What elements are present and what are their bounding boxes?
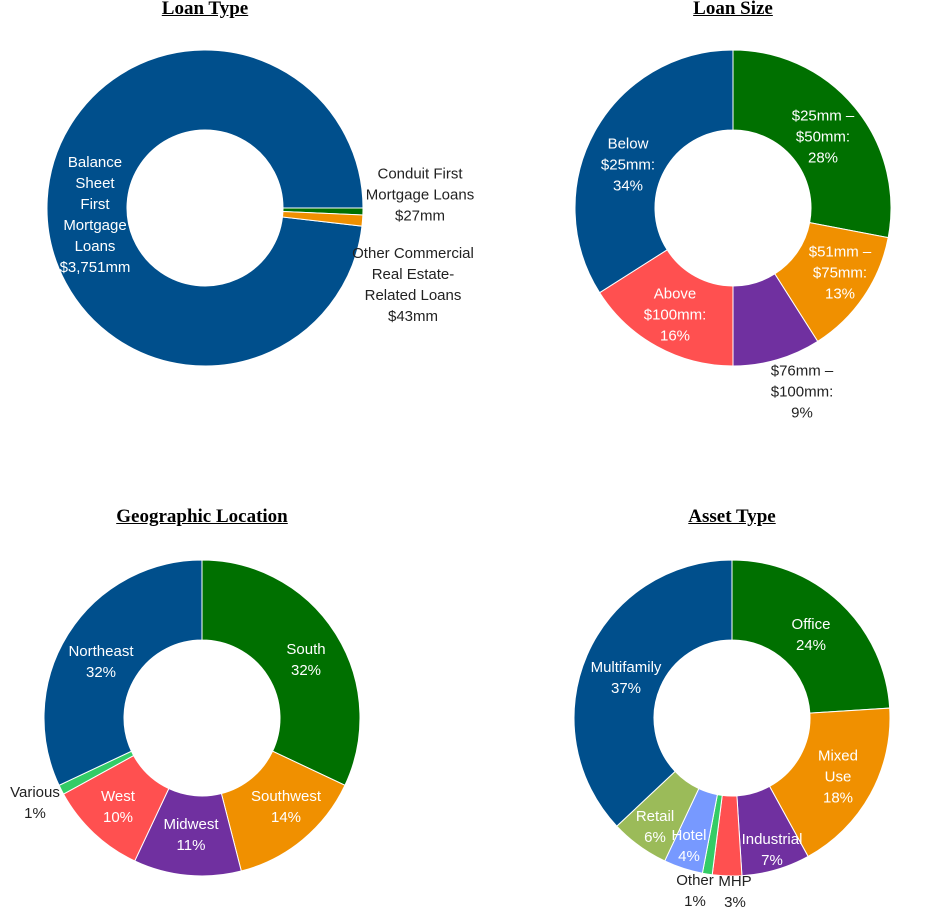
value-label: 16%	[659, 327, 691, 345]
slice-label: $25mm – $50mm: 28%	[783, 106, 863, 169]
slice-label: Midwest 11%	[156, 814, 226, 856]
value-label: 34%	[612, 177, 644, 195]
category-label: Southwest	[250, 788, 322, 805]
slice-label: Balance Sheet First Mortgage Loans $3,751…	[59, 152, 131, 278]
slice-label: Northeast 32%	[61, 641, 141, 683]
category-label: South	[286, 641, 326, 658]
slice-label: Mixed Use 18%	[816, 746, 861, 809]
category-label: Other Commercial Real Estate-Related Loa…	[352, 245, 474, 304]
chart-title: Geographic Location	[116, 506, 288, 527]
category-label: $25mm – $50mm:	[791, 107, 855, 146]
slice-label: Retail 6%	[635, 806, 675, 848]
value-label: 13%	[824, 285, 856, 303]
value-label: 32%	[85, 664, 117, 681]
slice-label: Various 1%	[5, 782, 65, 824]
value-label: 32%	[290, 662, 322, 679]
value-label: 3%	[724, 894, 746, 911]
category-label: Midwest	[163, 816, 219, 833]
slice-label: West 10%	[93, 786, 143, 828]
category-label: Northeast	[68, 643, 134, 660]
slice-label: Multifamily 37%	[584, 657, 669, 699]
value-label: $27mm	[394, 207, 446, 225]
value-label: 11%	[176, 837, 206, 854]
slice-label: Industrial 7%	[737, 829, 807, 871]
slice-label: Below $25mm: 34%	[593, 134, 663, 197]
value-label: 10%	[102, 809, 134, 826]
donut-slice	[201, 559, 361, 786]
slice-label: MHP 3%	[715, 871, 755, 913]
category-label: $51mm – $75mm:	[808, 243, 872, 282]
slice-label: Other 1%	[675, 870, 715, 912]
value-label: $43mm	[387, 308, 439, 325]
donut-slice	[598, 249, 734, 367]
donut-slice	[731, 559, 891, 714]
chart-title: Asset Type	[688, 506, 776, 527]
category-label: Hotel	[671, 827, 707, 844]
slice-label: $76mm – $100mm: 9%	[760, 361, 845, 424]
value-label: 24%	[795, 637, 827, 654]
category-label: Above $100mm:	[643, 285, 707, 324]
value-label: 9%	[791, 404, 813, 422]
category-label: West	[101, 788, 135, 805]
value-label: 6%	[644, 829, 666, 846]
category-label: $76mm – $100mm:	[770, 362, 834, 401]
slice-label: Conduit First Mortgage Loans $27mm	[358, 164, 483, 227]
slice-label: $51mm – $75mm: 13%	[800, 242, 880, 305]
donut-slice	[574, 49, 734, 294]
category-label: Below $25mm:	[600, 135, 656, 174]
donut-slice	[281, 210, 364, 227]
category-label: Other	[676, 872, 714, 889]
value-label: 1%	[24, 805, 46, 822]
value-label: 14%	[270, 809, 302, 826]
category-label: MHP	[718, 873, 752, 890]
value-label: 37%	[610, 680, 642, 697]
category-label: Retail	[635, 808, 675, 825]
donut-slice	[732, 49, 892, 239]
value-label: 4%	[678, 848, 700, 865]
slice-label: Office 24%	[781, 614, 841, 656]
category-label: Multifamily	[590, 659, 662, 676]
value-label: 28%	[807, 149, 839, 167]
slice-label: Other Commercial Real Estate-Related Loa…	[348, 243, 478, 327]
donut-slice	[573, 559, 733, 827]
chart-title: Loan Type	[161, 0, 249, 19]
category-label: Industrial	[741, 831, 803, 848]
value-label: 18%	[822, 789, 854, 807]
value-label: 7%	[761, 852, 783, 869]
category-label: Office	[791, 616, 831, 633]
donut-slice	[768, 707, 891, 858]
category-label: Balance Sheet First Mortgage Loans	[63, 154, 127, 255]
chart-title: Loan Size	[693, 0, 773, 19]
value-label: $3,751mm	[59, 259, 131, 276]
category-label: Conduit First Mortgage Loans	[365, 165, 475, 204]
slice-label: Above $100mm: 16%	[635, 284, 715, 347]
slice-label: South 32%	[276, 639, 336, 681]
category-label: Various	[10, 784, 60, 801]
donut-slice	[43, 559, 203, 786]
donut-slice	[46, 49, 364, 367]
value-label: 1%	[684, 893, 706, 910]
slice-label: Southwest 14%	[241, 786, 331, 828]
category-label: Mixed Use	[817, 747, 858, 786]
slice-label: Hotel 4%	[669, 825, 709, 867]
